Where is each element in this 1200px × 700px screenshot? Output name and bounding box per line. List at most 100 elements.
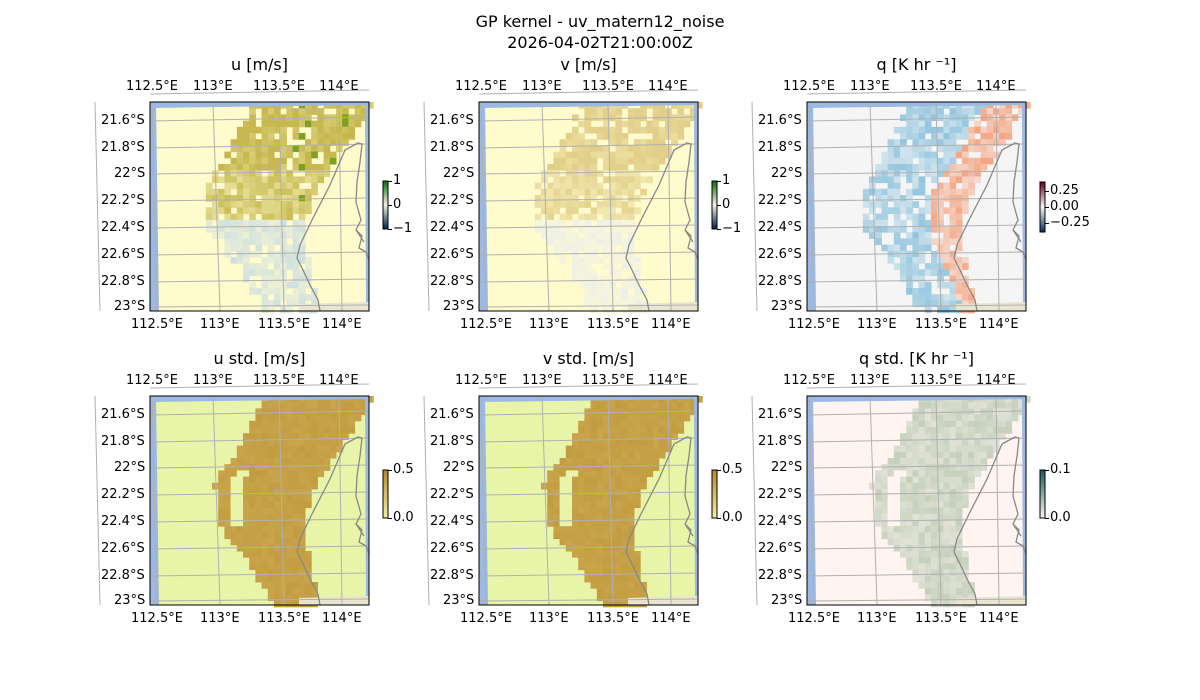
field-cell [615, 513, 623, 521]
field-cell [627, 188, 635, 196]
field-cell [584, 108, 592, 115]
field-cell [974, 126, 982, 134]
field-cell [949, 420, 957, 428]
field-cell [646, 427, 654, 434]
field-cell [267, 575, 275, 583]
field-cell [974, 433, 982, 440]
field-cell [280, 145, 287, 153]
field-cell [596, 482, 604, 490]
field-cell [1005, 108, 1013, 115]
colorbar-tick: −1 [722, 221, 742, 236]
field-cell [627, 281, 635, 289]
field-cell [609, 213, 616, 221]
field-cell [596, 569, 604, 577]
field-cell [912, 538, 920, 546]
field-cell [603, 526, 610, 533]
field-cell [329, 402, 337, 409]
field-cell [887, 207, 895, 215]
field-cell [646, 464, 654, 471]
field-cell [274, 408, 281, 416]
field-cell [893, 195, 901, 202]
field-cell [646, 445, 654, 453]
field-cell [578, 489, 585, 496]
field-cell [875, 226, 882, 233]
lat-tick: 23°S [114, 593, 146, 608]
field-cell [596, 226, 604, 233]
field-cell [955, 594, 963, 602]
field-cell [900, 226, 907, 233]
field-cell [609, 513, 616, 521]
field-cell [249, 176, 256, 184]
field-cell [627, 588, 635, 595]
lat-tick: 21.6°S [430, 407, 474, 422]
field-cell [280, 420, 287, 428]
field-cell [541, 482, 548, 490]
field-cell [609, 176, 616, 184]
colorbar-tick: −1 [393, 221, 413, 236]
field-cell [627, 520, 635, 527]
field-cell [906, 195, 913, 202]
field-cell [590, 476, 598, 484]
field-cell [590, 182, 598, 190]
field-cell [261, 544, 269, 552]
field-cell [596, 188, 604, 196]
field-cell [609, 139, 616, 146]
field-cell [646, 458, 654, 465]
field-cell [968, 182, 975, 190]
field-cell [280, 139, 287, 146]
field-cell [949, 288, 957, 295]
field-cell [323, 120, 331, 128]
field-cell [603, 120, 610, 128]
field-cell [634, 269, 641, 277]
field-cell [267, 439, 275, 447]
lon-tick-bottom: 114°E [979, 317, 1019, 332]
field-cell [881, 188, 889, 196]
field-cell [943, 458, 951, 465]
field-cell [292, 544, 300, 552]
field-cell [924, 520, 932, 527]
lat-tick: 22.8°S [430, 568, 474, 583]
field-cell [329, 157, 337, 165]
field-cell [937, 402, 944, 409]
field-cell [603, 451, 610, 459]
field-cell [646, 139, 654, 146]
field-cell [298, 244, 306, 252]
field-cell [572, 482, 579, 490]
field-cell [918, 120, 926, 128]
field-cell [286, 176, 294, 184]
field-cell [949, 219, 957, 227]
field-cell [943, 470, 951, 478]
field-cell [354, 108, 362, 115]
field-cell [348, 102, 356, 109]
field-cell [274, 538, 281, 546]
field-cell [875, 232, 882, 239]
field-cell [1011, 102, 1019, 109]
field-cell [906, 476, 913, 484]
field-cell [955, 513, 963, 521]
field-cell [918, 288, 926, 295]
gridlines [94, 89, 370, 312]
field-cell [603, 250, 610, 258]
field-cell [955, 133, 963, 140]
field-cell [677, 108, 685, 115]
panel-title-q_std: q std. [K hr ⁻¹] [859, 349, 974, 368]
field-cell [603, 275, 610, 283]
field-cell [584, 427, 592, 434]
field-cell [943, 414, 951, 422]
field-cell [218, 219, 225, 227]
field-cell [943, 551, 951, 558]
field-cell [249, 476, 256, 484]
field-cell [261, 139, 269, 146]
field-cell [900, 464, 907, 471]
field-cell [1011, 408, 1019, 416]
field-cell [974, 464, 982, 471]
field-cell [249, 495, 256, 502]
field-cell [590, 176, 598, 184]
field-cell [621, 600, 629, 608]
field-cell [323, 145, 331, 153]
field-cell [634, 170, 641, 177]
field-cell [249, 501, 256, 509]
field-cell [553, 238, 561, 246]
field-cell [949, 557, 957, 564]
field-cell [943, 269, 951, 277]
